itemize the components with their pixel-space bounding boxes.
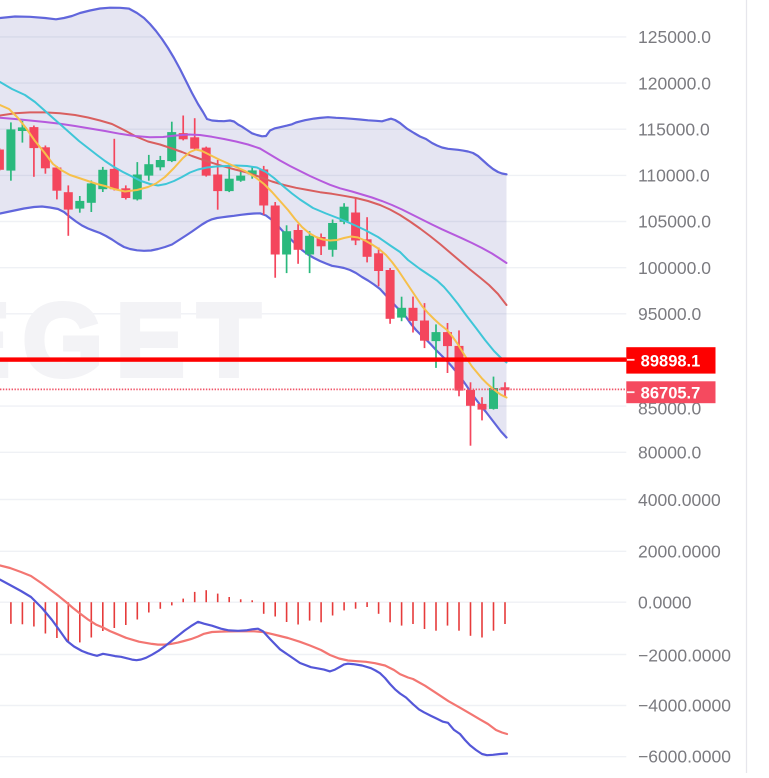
- svg-text:105000.0: 105000.0: [638, 212, 711, 232]
- svg-text:115000.0: 115000.0: [638, 119, 710, 139]
- svg-text:−4000.0000: −4000.0000: [638, 696, 731, 716]
- svg-text:100000.0: 100000.0: [638, 258, 711, 278]
- svg-text:125000.0: 125000.0: [638, 27, 711, 47]
- svg-text:89898.1: 89898.1: [641, 353, 701, 371]
- svg-text:86705.7: 86705.7: [641, 384, 701, 402]
- svg-text:4000.0000: 4000.0000: [638, 490, 721, 510]
- svg-text:80000.0: 80000.0: [638, 443, 702, 463]
- svg-text:0.0000: 0.0000: [638, 592, 692, 612]
- svg-text:120000.0: 120000.0: [638, 73, 711, 93]
- svg-text:85000.0: 85000.0: [638, 399, 702, 419]
- svg-text:2000.0000: 2000.0000: [638, 542, 721, 562]
- svg-text:95000.0: 95000.0: [638, 304, 702, 324]
- svg-text:−6000.0000: −6000.0000: [638, 747, 731, 767]
- svg-text:−2000.0000: −2000.0000: [638, 646, 731, 666]
- svg-text:EGET: EGET: [0, 283, 273, 398]
- svg-text:110000.0: 110000.0: [638, 166, 710, 186]
